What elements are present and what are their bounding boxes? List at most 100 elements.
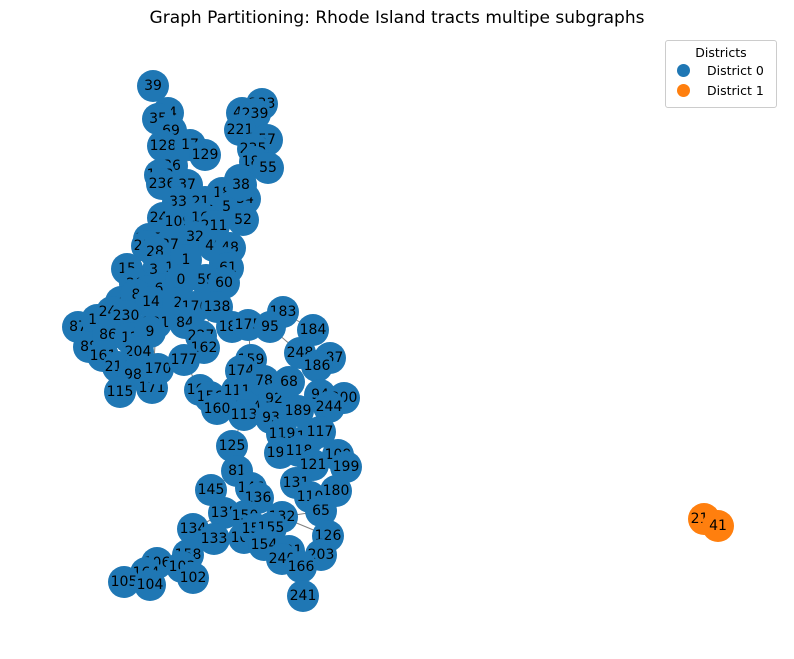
node-label-60: 60 (215, 275, 233, 291)
node-label-121: 121 (300, 457, 327, 473)
node-circle-160 (201, 393, 233, 425)
node-label-39: 39 (144, 78, 162, 94)
node-circle-189 (282, 395, 314, 427)
node-241b: 241 (287, 580, 319, 612)
node-label-55: 55 (259, 160, 277, 176)
node-177: 177 (168, 344, 200, 376)
node-label-189: 189 (285, 403, 312, 419)
node-label-199: 199 (333, 459, 360, 475)
node-41: 41 (702, 510, 734, 542)
node-label-1: 1 (182, 252, 191, 268)
node-60: 60 (208, 267, 240, 299)
legend-title: Districts (695, 45, 747, 60)
node-166: 166 (285, 551, 317, 583)
node-label-170: 170 (145, 361, 172, 377)
node-label-145: 145 (198, 482, 225, 498)
node-label-14: 14 (142, 294, 160, 310)
node-circle-39 (137, 70, 169, 102)
node-label-38: 38 (232, 177, 250, 193)
node-label-8: 8 (132, 287, 141, 303)
node-circle-65 (305, 495, 337, 527)
node-label-81: 81 (228, 463, 246, 479)
node-circle-38 (225, 169, 257, 201)
node-circle-129 (189, 139, 221, 171)
node-circle-52 (227, 204, 259, 236)
node-circle-102 (177, 562, 209, 594)
node-circle-186 (301, 350, 333, 382)
node-circle-113 (228, 399, 260, 431)
node-label-9: 9 (146, 324, 155, 340)
node-label-0: 0 (177, 272, 186, 288)
node-label-2: 2 (174, 295, 183, 311)
node-label-177: 177 (171, 352, 198, 368)
node-160: 160 (201, 393, 233, 425)
legend-marker-district-0 (677, 63, 690, 77)
node-circle-170 (142, 353, 174, 385)
node-circle-199 (330, 451, 362, 483)
node-circle-95 (254, 311, 286, 343)
node-circle-68 (273, 366, 305, 398)
node-105: 105 (108, 566, 140, 598)
node-244: 244 (313, 391, 345, 423)
node-52: 52 (227, 204, 259, 236)
legend: Districts District 0 District 1 (665, 40, 777, 108)
node-label-230: 230 (113, 308, 140, 324)
node-label-166: 166 (288, 559, 315, 575)
node-circle-41 (702, 510, 734, 542)
node-label-174: 174 (228, 363, 255, 379)
node-circle-125 (216, 430, 248, 462)
node-113: 113 (228, 399, 260, 431)
node-circle-115 (104, 376, 136, 408)
legend-label-district-1: District 1 (707, 82, 764, 98)
node-label-104: 104 (137, 577, 164, 593)
node-label-117: 117 (307, 424, 334, 440)
node-label-105: 105 (111, 574, 138, 590)
node-label-68: 68 (280, 374, 298, 390)
node-circle-166 (285, 551, 317, 583)
node-label-160: 160 (204, 401, 231, 417)
node-label-138: 138 (204, 299, 231, 315)
node-186: 186 (301, 350, 333, 382)
node-117: 117 (304, 416, 336, 448)
node-circle-55 (252, 152, 284, 184)
node-circle-117 (304, 416, 336, 448)
node-55: 55 (252, 152, 284, 184)
node-label-186: 186 (304, 358, 331, 374)
node-label-244: 244 (316, 399, 343, 415)
node-label-221: 221 (227, 122, 254, 138)
node-circle-60 (208, 267, 240, 299)
node-39: 39 (137, 70, 169, 102)
node-125: 125 (216, 430, 248, 462)
node-65: 65 (305, 495, 337, 527)
node-label-236: 236 (149, 176, 176, 192)
node-label-115: 115 (107, 384, 134, 400)
node-label-184: 184 (300, 322, 327, 338)
node-170: 170 (142, 353, 174, 385)
node-label-204: 204 (125, 344, 152, 360)
node-38: 38 (225, 169, 257, 201)
node-circle-241b (287, 580, 319, 612)
nodes-layer: 3974356912817129361982363733212185054522… (62, 70, 734, 612)
node-label-180: 180 (323, 483, 350, 499)
node-circle-177 (168, 344, 200, 376)
node-circle-133 (198, 523, 230, 555)
node-label-113: 113 (231, 407, 258, 423)
node-129: 129 (189, 139, 221, 171)
legend-marker-district-1 (677, 83, 690, 97)
node-label-95: 95 (261, 319, 279, 335)
node-68: 68 (273, 366, 305, 398)
node-label-41: 41 (709, 518, 727, 534)
node-104: 104 (134, 569, 166, 601)
node-95: 95 (254, 311, 286, 343)
legend-label-district-0: District 0 (707, 62, 764, 78)
chart-title: Graph Partitioning: Rhode Island tracts … (149, 8, 645, 28)
node-label-86: 86 (99, 327, 117, 343)
node-label-133: 133 (201, 531, 228, 547)
node-102: 102 (177, 562, 209, 594)
legend-item-district-0: District 0 (666, 60, 776, 80)
node-label-102: 102 (180, 570, 207, 586)
node-label-52: 52 (234, 212, 252, 228)
node-label-65: 65 (312, 503, 330, 519)
node-circle-104 (134, 569, 166, 601)
